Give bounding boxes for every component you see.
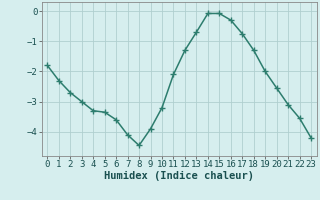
X-axis label: Humidex (Indice chaleur): Humidex (Indice chaleur) <box>104 171 254 181</box>
